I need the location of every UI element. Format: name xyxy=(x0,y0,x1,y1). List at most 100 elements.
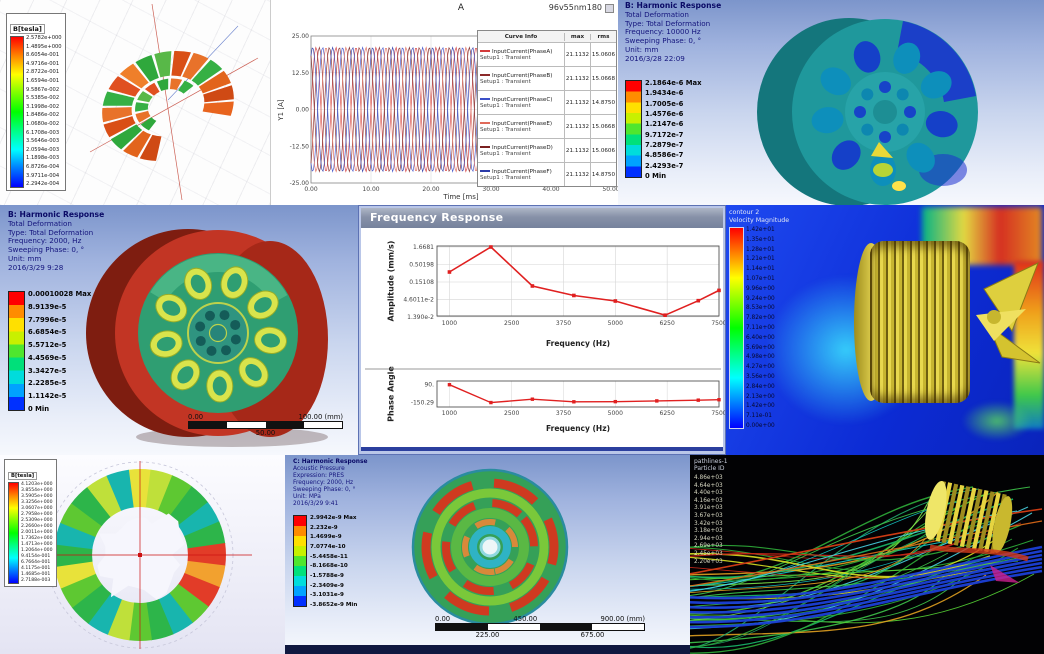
deformed-wheel-figure xyxy=(86,229,328,447)
legend-value: 2.94e+03 xyxy=(694,535,723,542)
table-row: InputCurrent(PhaseE) Setup1 : Transient 21… xyxy=(478,114,616,138)
deformation-legend: 2.1864e-6 Max 1.9434e-6 1.7005e-6 1.4576e-6… xyxy=(625,80,702,180)
ruler-q1: 225.00 xyxy=(475,631,500,639)
header-line: 2016/3/29 9:28 xyxy=(8,262,64,272)
legend-value: 2.5309e+000 xyxy=(21,518,53,523)
legend-values: 4.1203e+000 3.8554e+000 3.5905e+000 3.3256e… xyxy=(21,482,53,584)
legend-value: 8.6054e-001 xyxy=(26,52,60,59)
ruler-mid: 50.00 xyxy=(255,429,276,437)
phase-x-label: Frequency (Hz) xyxy=(545,424,610,433)
svg-text:3750: 3750 xyxy=(556,320,571,327)
header-line: Type: Total Deformation xyxy=(8,227,94,237)
svg-text:40.00: 40.00 xyxy=(542,186,559,193)
window-title: Frequency Response xyxy=(370,211,504,224)
legend-value: 1.7005e-6 xyxy=(645,99,684,108)
header-line: Unit: MPa xyxy=(293,494,321,500)
legend-value: 3.56e+00 xyxy=(746,373,775,380)
legend-values: 1.42e+01 1.35e+01 1.28e+01 1.21e+01 1.14e+01… xyxy=(746,227,775,429)
svg-text:3750: 3750 xyxy=(556,410,571,417)
legend-value: 3.3427e-5 xyxy=(28,366,67,375)
legend-value: 2.69e+03 xyxy=(694,543,723,550)
panel-maxwell-winding: B[tesla] 2.5782e+000 1.4895e+000 8.6054e-0… xyxy=(0,0,270,205)
legend-value: 3.91e+03 xyxy=(694,505,723,512)
legend-value: 0.00010028 Max xyxy=(28,290,92,298)
header-line: Sweeping Phase: 0, ° xyxy=(625,36,702,46)
series-swatch xyxy=(480,146,490,148)
svg-text:0.00: 0.00 xyxy=(304,186,318,193)
svg-text:-150.29: -150.29 xyxy=(411,400,434,407)
legend-value: -5.4458e-11 xyxy=(310,553,348,560)
legend-value: 1.6594e-001 xyxy=(26,77,60,84)
panel-input-current-plot: A 96v55nm180 Y1 [A] 0.00 10.00 20.00 30.00 4… xyxy=(270,0,618,205)
table-header: rms xyxy=(597,33,610,40)
header-line: B: Harmonic Response xyxy=(625,1,722,10)
svg-text:0.15108: 0.15108 xyxy=(409,279,434,286)
svg-text:50.00: 50.00 xyxy=(602,186,618,193)
result-header: C: Harmonic Response Acoustic Pressure Exp… xyxy=(293,459,367,508)
legend-value: 1.42e+00 xyxy=(746,403,775,410)
legend-value: 1.0680e-002 xyxy=(26,120,60,127)
legend-value: 0 Min xyxy=(28,404,50,413)
legend-value: 4.1203e+000 xyxy=(21,482,53,487)
result-header: B: Harmonic Response Total Deformation Typ… xyxy=(625,1,722,64)
legend-values: 0.00010028 Max 8.9139e-5 7.7996e-5 6.6854e-… xyxy=(28,291,91,413)
legend-value: 7.82e+00 xyxy=(746,315,775,322)
header-line: Frequency: 2000, Hz xyxy=(8,236,82,246)
header-line: Total Deformation xyxy=(8,218,72,228)
legend-value: 2.4293e-7 xyxy=(645,161,684,170)
legend-header-line: Particle ID xyxy=(694,465,725,472)
legend-value: 4.16e+03 xyxy=(694,497,723,504)
rotor-field-figure xyxy=(28,461,252,649)
header-line: C: Harmonic Response xyxy=(293,459,368,465)
legend-value: 7.0774e-10 xyxy=(310,543,346,550)
legend-value: 2.0011e+000 xyxy=(21,530,53,535)
deformation-legend: 0.00010028 Max 8.9139e-5 7.7996e-5 6.6854e-… xyxy=(8,291,91,413)
legend-value: 6.6854e-5 xyxy=(28,328,67,337)
legend-value: 2.8722e-001 xyxy=(26,69,60,76)
legend-value: 3.1998e-002 xyxy=(26,103,60,110)
legend-value: 7.11e-01 xyxy=(746,413,772,420)
legend-value: 2.84e+00 xyxy=(746,383,775,390)
ruler-min: 0.00 xyxy=(435,615,451,623)
panel-harmonic-response-10000hz: B: Harmonic Response Total Deformation Typ… xyxy=(618,0,1044,205)
legend-value: 6.1708e-003 xyxy=(26,129,60,136)
panel-velocity-contour: contour 2 Velocity Magnitude 1.42e+01 1.35… xyxy=(726,205,1044,455)
legend-values: 4.86e+03 4.64e+03 4.40e+03 4.16e+03 3.91e+03… xyxy=(694,475,728,566)
header-line: Frequency: 10000 Hz xyxy=(625,27,701,37)
legend-value: 5.5385e-002 xyxy=(26,95,60,102)
legend-value: 3.8554e+000 xyxy=(21,488,53,493)
svg-text:12.50: 12.50 xyxy=(292,70,309,77)
header-line: 2016/3/28 22:09 xyxy=(625,53,685,63)
svg-text:90.: 90. xyxy=(424,382,434,389)
legend-value: 2.0594e-003 xyxy=(26,146,60,153)
legend-value: 3.5905e+000 xyxy=(21,494,53,499)
table-row: InputCurrent(PhaseB) Setup1 : Transient 21… xyxy=(478,66,616,90)
legend-value: 4.40e+03 xyxy=(694,490,723,497)
svg-text:20.00: 20.00 xyxy=(422,186,439,193)
legend-value: 1.28e+01 xyxy=(746,246,775,253)
legend-value: 1.8486e-002 xyxy=(26,112,60,119)
header-line: Frequency: 2000, Hz xyxy=(293,480,354,486)
svg-text:4.6011e-2: 4.6011e-2 xyxy=(403,296,434,303)
ruler-q3: 675.00 xyxy=(580,631,605,639)
header-line: Unit: mm xyxy=(8,253,42,263)
green-contour-patch xyxy=(962,401,1032,441)
legend-value: 2.2942e-004 xyxy=(26,181,60,188)
curve-info-table: Curve Info max rms InputCurrent(PhaseA) Setu… xyxy=(477,30,617,187)
acoustic-disc-figure xyxy=(411,468,569,626)
legend-values: 2.5782e+000 1.4895e+000 8.6054e-001 4.9716e… xyxy=(26,35,62,188)
window-titlebar: Frequency Response xyxy=(361,208,723,228)
plot-corner-label: 96v55nm180 xyxy=(548,3,602,12)
legend-value: 4.1175e-001 xyxy=(21,566,51,571)
series-swatch xyxy=(480,122,490,124)
svg-text:2500: 2500 xyxy=(504,320,519,327)
legend-header-line: contour 2 xyxy=(729,209,760,216)
legend-value: 2.45e+03 xyxy=(694,550,723,557)
amplitude-x-label: Frequency (Hz) xyxy=(545,339,610,348)
pressure-legend: 2.9942e-9 Max 2.232e-9 1.4699e-9 7.0774e-10… xyxy=(293,515,357,609)
ruler-mid: 450.00 xyxy=(513,615,538,623)
header-line: Total Deformation xyxy=(625,9,689,19)
legend-value: 2.7958e+000 xyxy=(21,512,53,517)
legend-value: 1.2064e+000 xyxy=(21,548,53,553)
legend-value: 1.4685e-001 xyxy=(21,572,51,577)
